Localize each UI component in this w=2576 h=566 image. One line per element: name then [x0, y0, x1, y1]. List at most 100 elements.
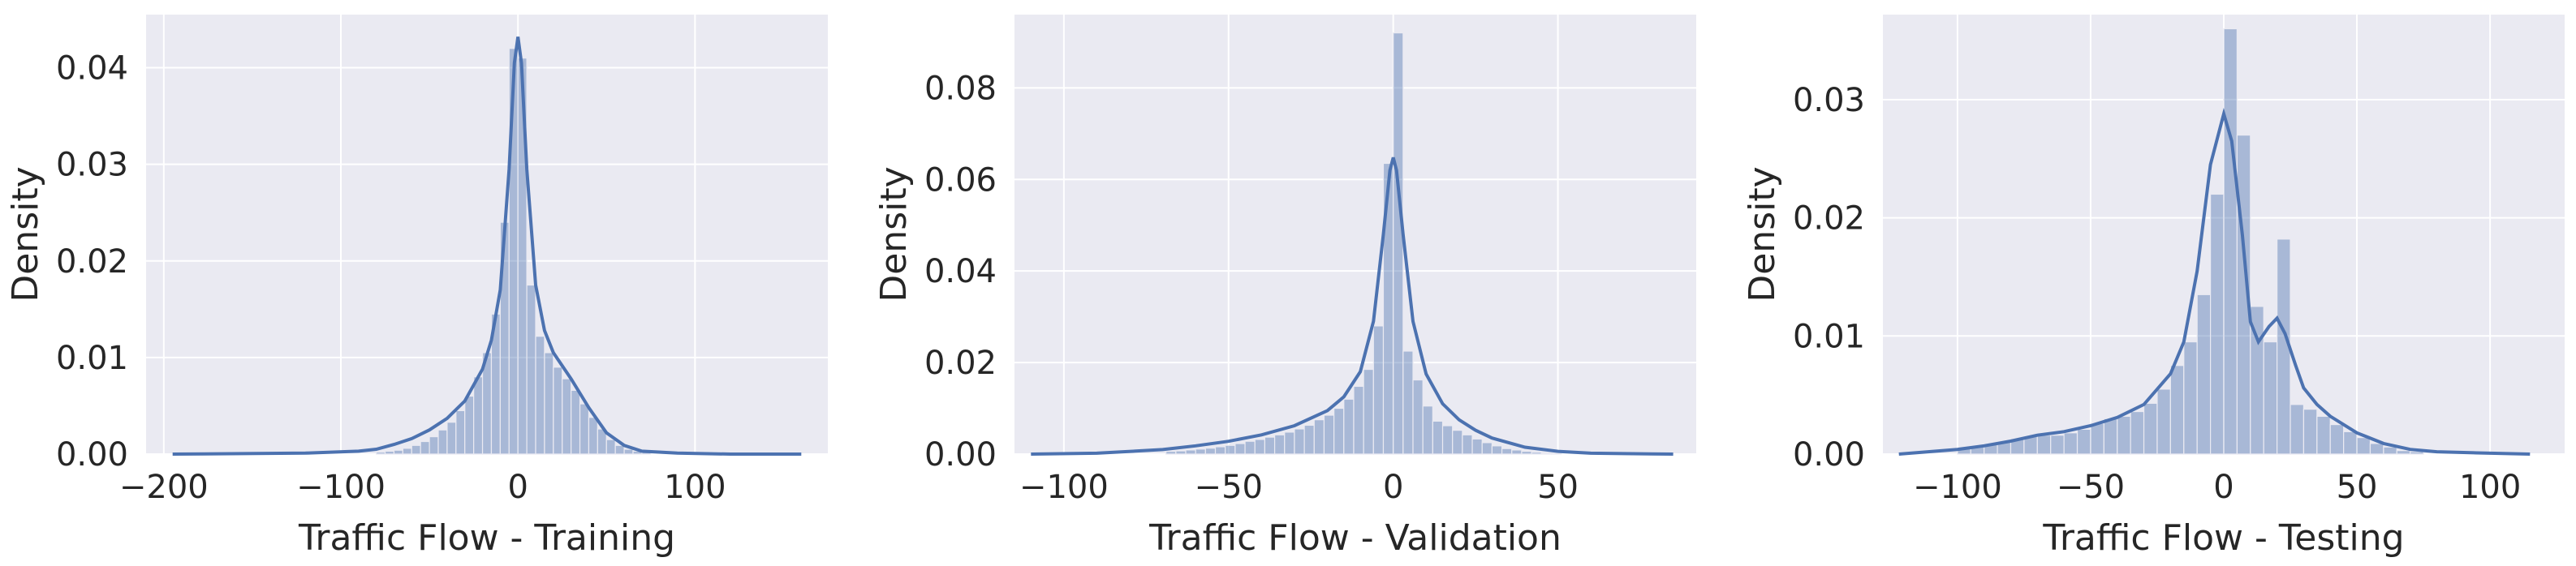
y-tick-label: 0.02 [924, 345, 997, 382]
histogram-bar [1452, 430, 1463, 455]
histogram-bar [2356, 437, 2371, 455]
histogram-bar [1294, 428, 1305, 455]
histogram-bar [2410, 451, 2424, 455]
histogram-bar [623, 448, 634, 455]
histogram-bar [1303, 424, 1315, 455]
histogram-bar [420, 440, 430, 455]
x-tick-label: 100 [2459, 469, 2521, 506]
histogram-bar [446, 422, 457, 455]
histogram-bar [1273, 434, 1286, 455]
histogram-bar [464, 395, 475, 455]
y-axis-label: Density [873, 166, 915, 302]
histogram-bar [535, 336, 545, 455]
histogram-bar [1471, 438, 1483, 455]
histogram-bar [2156, 388, 2171, 455]
subplot-validation: 0.00 0.02 0.04 0.06 0.08 −100 −50 0 50 Traffic … [873, 15, 1696, 559]
histogram-bar [1284, 431, 1295, 455]
x-tick-label: 50 [2337, 469, 2378, 506]
x-tick-label: −100 [1913, 469, 2002, 506]
y-tick-labels: 0.00 0.01 0.02 0.03 [1793, 82, 1865, 474]
histogram-bar [1363, 368, 1374, 455]
histogram-bar [2130, 410, 2145, 455]
histogram-bar [1521, 451, 1532, 455]
kde-curve [1898, 107, 2531, 456]
histogram-bar [1254, 439, 1266, 455]
subplot-testing: 0.00 0.01 0.02 0.03 −100 −50 0 50 100 Traffic F… [1742, 15, 2565, 559]
histogram-bar [1165, 451, 1177, 455]
histogram-bar [579, 403, 590, 455]
y-tick-label: 0.01 [56, 340, 128, 377]
histogram-bar [588, 417, 598, 455]
histogram-bar [2396, 450, 2411, 455]
x-tick-label: −200 [119, 469, 209, 506]
histogram-bar [2196, 294, 2212, 455]
y-tick-label: 0.08 [924, 70, 997, 107]
histogram-bar [1511, 449, 1523, 455]
x-tick-label: −50 [1195, 469, 1263, 506]
kde-curve [1031, 157, 1674, 456]
histogram-bars [1957, 28, 2424, 455]
y-tick-label: 0.03 [1793, 82, 1865, 119]
histogram-bar [1225, 444, 1236, 455]
histogram-bar [473, 376, 484, 455]
histogram-bar [437, 429, 448, 455]
histogram-bars [376, 48, 652, 455]
histogram-bar [1432, 420, 1444, 455]
histogram-bar [2223, 28, 2238, 455]
y-tick-label: 0.00 [1793, 436, 1865, 474]
y-tick-label: 0.04 [924, 253, 997, 290]
y-tick-labels: 0.00 0.01 0.02 0.03 0.04 [56, 50, 128, 474]
x-tick-label: −50 [2057, 469, 2125, 506]
histogram-bar [1323, 414, 1335, 455]
histogram-bar [1244, 440, 1256, 455]
histogram-bar [1393, 32, 1404, 455]
x-tick-labels: −100 −50 0 50 100 [1913, 469, 2521, 506]
histogram-bar [1481, 442, 1493, 455]
histogram-bar [2076, 428, 2091, 455]
x-tick-label: 0 [507, 469, 528, 506]
y-tick-label: 0.04 [56, 50, 128, 88]
y-tick-label: 0.03 [56, 147, 128, 184]
histogram-bar [2329, 423, 2345, 455]
y-tick-labels: 0.00 0.02 0.04 0.06 0.08 [924, 70, 997, 474]
histogram-bar [2263, 341, 2278, 455]
histogram-bar [1422, 405, 1433, 455]
y-axis-label: Density [5, 166, 46, 302]
x-tick-label: 50 [1537, 469, 1579, 506]
histogram-bar [2302, 409, 2318, 455]
histogram-bar [1343, 398, 1355, 455]
x-tick-label: −100 [296, 469, 386, 506]
subplot-training: 0.00 0.01 0.02 0.03 0.04 −200 −100 0 100 Traffi… [5, 15, 828, 559]
histogram-bar [2103, 418, 2118, 455]
histogram-bar [571, 389, 581, 455]
y-tick-label: 0.06 [924, 161, 997, 199]
histogram-bar [1353, 385, 1364, 455]
histogram-bar [2169, 365, 2185, 455]
histogram-bar [1412, 379, 1424, 455]
histogram-bar [562, 378, 572, 455]
kde-curve [172, 36, 802, 456]
histogram-bar [393, 449, 403, 455]
histogram-bar [526, 284, 536, 455]
histogram-bar [544, 352, 554, 455]
x-tick-labels: −100 −50 0 50 [1019, 469, 1579, 506]
x-tick-labels: −200 −100 0 100 [119, 469, 726, 506]
plot-background [146, 15, 828, 454]
histogram-bar [605, 439, 616, 455]
x-axis-label: Traffic Flow - Training [298, 517, 675, 559]
histogram-bar [384, 450, 395, 455]
histogram-bar [553, 367, 563, 455]
x-axis-label: Traffic Flow - Testing [2042, 517, 2404, 559]
histogram-bar [1333, 407, 1345, 455]
histogram-bar [1402, 350, 1414, 455]
histogram-bar [2369, 443, 2384, 455]
histogram-bar [1185, 449, 1196, 455]
x-tick-label: 0 [1383, 469, 1403, 506]
histogram-bar [1441, 425, 1454, 455]
histogram-bar [1531, 452, 1542, 455]
x-axis-label: Traffic Flow - Validation [1148, 517, 1562, 559]
histogram-bar [429, 435, 439, 455]
histogram-bar [1550, 452, 1562, 455]
y-tick-label: 0.00 [56, 436, 128, 474]
